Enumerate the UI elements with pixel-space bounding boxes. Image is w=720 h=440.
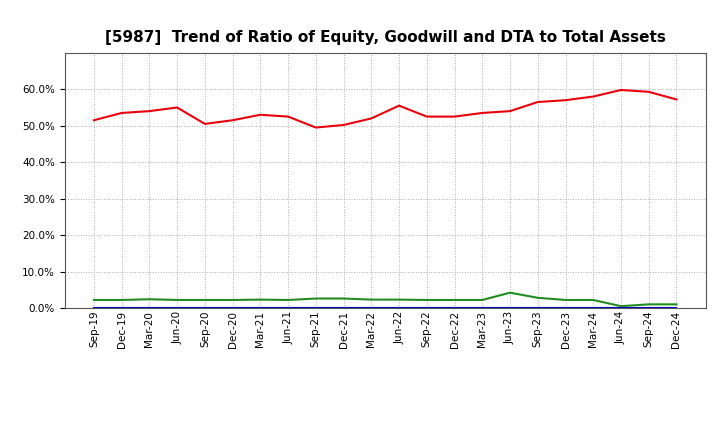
Equity <box>589 94 598 99</box>
Goodwill <box>450 305 459 311</box>
Deferred Tax Assets <box>145 297 154 302</box>
Goodwill <box>312 305 320 311</box>
Goodwill <box>89 305 98 311</box>
Deferred Tax Assets <box>644 302 653 307</box>
Goodwill <box>672 305 681 311</box>
Goodwill <box>505 305 514 311</box>
Equity <box>201 121 210 127</box>
Equity <box>505 109 514 114</box>
Goodwill <box>367 305 376 311</box>
Deferred Tax Assets <box>672 302 681 307</box>
Deferred Tax Assets <box>423 297 431 303</box>
Goodwill <box>589 305 598 311</box>
Deferred Tax Assets <box>201 297 210 303</box>
Goodwill <box>145 305 154 311</box>
Equity <box>561 98 570 103</box>
Equity <box>423 114 431 119</box>
Goodwill <box>644 305 653 311</box>
Deferred Tax Assets <box>89 297 98 303</box>
Equity <box>339 122 348 128</box>
Equity <box>395 103 403 108</box>
Title: [5987]  Trend of Ratio of Equity, Goodwill and DTA to Total Assets: [5987] Trend of Ratio of Equity, Goodwil… <box>105 29 665 45</box>
Goodwill <box>117 305 126 311</box>
Equity <box>312 125 320 130</box>
Goodwill <box>423 305 431 311</box>
Equity <box>367 116 376 121</box>
Goodwill <box>395 305 403 311</box>
Deferred Tax Assets <box>228 297 237 303</box>
Equity <box>478 110 487 116</box>
Equity <box>672 97 681 102</box>
Equity <box>616 88 625 93</box>
Goodwill <box>256 305 265 311</box>
Goodwill <box>478 305 487 311</box>
Equity <box>145 109 154 114</box>
Line: Deferred Tax Assets: Deferred Tax Assets <box>94 293 677 306</box>
Deferred Tax Assets <box>256 297 265 302</box>
Equity <box>89 117 98 123</box>
Goodwill <box>201 305 210 311</box>
Deferred Tax Assets <box>589 297 598 303</box>
Equity <box>228 117 237 123</box>
Equity <box>534 99 542 105</box>
Deferred Tax Assets <box>173 297 181 303</box>
Deferred Tax Assets <box>616 304 625 309</box>
Equity <box>644 89 653 95</box>
Equity <box>117 110 126 116</box>
Deferred Tax Assets <box>505 290 514 295</box>
Deferred Tax Assets <box>117 297 126 303</box>
Line: Equity: Equity <box>94 90 677 128</box>
Deferred Tax Assets <box>284 297 292 303</box>
Goodwill <box>534 305 542 311</box>
Goodwill <box>616 305 625 311</box>
Goodwill <box>284 305 292 311</box>
Goodwill <box>339 305 348 311</box>
Goodwill <box>173 305 181 311</box>
Equity <box>284 114 292 119</box>
Deferred Tax Assets <box>561 297 570 303</box>
Deferred Tax Assets <box>367 297 376 302</box>
Deferred Tax Assets <box>395 297 403 302</box>
Deferred Tax Assets <box>534 295 542 301</box>
Equity <box>450 114 459 119</box>
Goodwill <box>228 305 237 311</box>
Deferred Tax Assets <box>339 296 348 301</box>
Goodwill <box>561 305 570 311</box>
Deferred Tax Assets <box>450 297 459 303</box>
Deferred Tax Assets <box>312 296 320 301</box>
Equity <box>173 105 181 110</box>
Deferred Tax Assets <box>478 297 487 303</box>
Equity <box>256 112 265 117</box>
